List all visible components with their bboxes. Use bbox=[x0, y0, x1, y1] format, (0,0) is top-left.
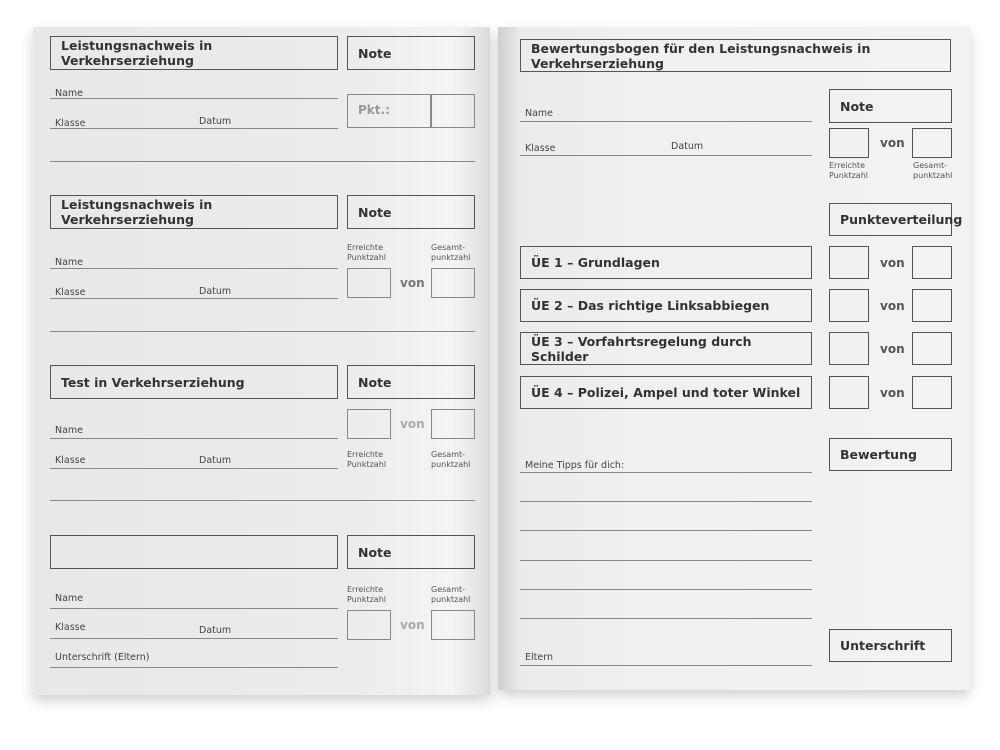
name-label: Name bbox=[55, 425, 84, 436]
divider bbox=[50, 331, 475, 332]
class-date-line[interactable] bbox=[50, 298, 338, 299]
total-points-label: Gesamt- punktzahl bbox=[913, 161, 953, 180]
exercise-row: ÜE 2 – Das richtige Linksabbiegen bbox=[520, 289, 812, 322]
date-label: Datum bbox=[199, 116, 232, 127]
grade-box[interactable]: Note bbox=[829, 89, 952, 123]
divider bbox=[50, 500, 475, 501]
left-page bbox=[33, 27, 490, 695]
exercise-reached-box[interactable] bbox=[829, 376, 869, 409]
grade-box[interactable]: Note bbox=[347, 535, 475, 569]
von-label: von bbox=[880, 299, 905, 313]
class-label: Klasse bbox=[55, 455, 86, 466]
tips-line[interactable] bbox=[520, 589, 812, 590]
name-label: Name bbox=[55, 88, 84, 99]
class-label: Klasse bbox=[525, 143, 556, 154]
von-label: von bbox=[880, 342, 905, 356]
page-title: Bewertungsbogen für den Leistungsnachwei… bbox=[520, 39, 951, 72]
class-date-line[interactable] bbox=[50, 128, 338, 129]
total-points-label: Gesamt- punktzahl bbox=[431, 585, 471, 604]
total-points-box[interactable] bbox=[912, 128, 952, 158]
reached-points-label: Erreichte Punktzahl bbox=[347, 243, 386, 262]
exercise-row: ÜE 4 – Polizei, Ampel und toter Winkel bbox=[520, 376, 812, 409]
points-distribution-heading: Punkteverteilung bbox=[829, 203, 962, 236]
section-title[interactable] bbox=[50, 535, 338, 569]
reached-points-box[interactable] bbox=[347, 409, 391, 439]
reached-points-label: Erreichte Punktzahl bbox=[347, 450, 386, 469]
name-label: Name bbox=[55, 593, 84, 604]
class-label: Klasse bbox=[55, 118, 86, 129]
class-date-line[interactable] bbox=[520, 155, 812, 156]
von-label: von bbox=[880, 386, 905, 400]
reached-points-box[interactable] bbox=[829, 128, 869, 158]
class-label: Klasse bbox=[55, 622, 86, 633]
tips-label: Meine Tipps für dich: bbox=[525, 460, 625, 471]
parents-signature-line[interactable] bbox=[520, 665, 812, 666]
total-points-box[interactable] bbox=[431, 268, 475, 298]
rating-box[interactable]: Bewertung bbox=[829, 438, 952, 471]
section-title: Test in Verkehrserziehung bbox=[50, 365, 338, 399]
exercise-reached-box[interactable] bbox=[829, 332, 869, 365]
von-label: von bbox=[400, 417, 425, 431]
total-points-label: Gesamt- punktzahl bbox=[431, 243, 471, 262]
grade-box[interactable]: Note bbox=[347, 365, 475, 399]
exercise-total-box[interactable] bbox=[912, 289, 952, 322]
signature-line[interactable] bbox=[50, 667, 338, 668]
von-label: von bbox=[880, 136, 905, 150]
tips-line[interactable] bbox=[520, 501, 812, 502]
exercise-total-box[interactable] bbox=[912, 332, 952, 365]
class-date-line[interactable] bbox=[50, 468, 338, 469]
parents-label: Eltern bbox=[525, 652, 553, 663]
reached-points-label: Erreichte Punktzahl bbox=[829, 161, 868, 180]
tips-line[interactable] bbox=[520, 618, 812, 619]
date-label: Datum bbox=[199, 625, 232, 636]
tips-line[interactable] bbox=[520, 560, 812, 561]
section-title: Leistungsnachweis in Verkehrserziehung bbox=[50, 195, 338, 229]
von-label: von bbox=[400, 276, 425, 290]
class-date-line[interactable] bbox=[50, 638, 338, 639]
class-label: Klasse bbox=[55, 287, 86, 298]
section-title: Leistungsnachweis in Verkehrserziehung bbox=[50, 36, 338, 70]
exercise-row: ÜE 3 – Vorfahrtsregelung durch Schilder bbox=[520, 332, 812, 365]
exercise-row: ÜE 1 – Grundlagen bbox=[520, 246, 812, 279]
exercise-reached-box[interactable] bbox=[829, 289, 869, 322]
name-line[interactable] bbox=[50, 98, 338, 99]
points-box[interactable] bbox=[347, 94, 475, 128]
name-line[interactable] bbox=[50, 268, 338, 269]
date-label: Datum bbox=[199, 455, 232, 466]
name-label: Name bbox=[55, 257, 84, 268]
signature-box[interactable]: Unterschrift bbox=[829, 629, 952, 662]
date-label: Datum bbox=[671, 141, 704, 152]
reached-points-box[interactable] bbox=[347, 610, 391, 640]
name-line[interactable] bbox=[520, 121, 812, 122]
date-label: Datum bbox=[199, 286, 232, 297]
total-points-box[interactable] bbox=[431, 409, 475, 439]
grade-box[interactable]: Note bbox=[347, 195, 475, 229]
name-line[interactable] bbox=[50, 608, 338, 609]
tips-line[interactable] bbox=[520, 530, 812, 531]
points-divider bbox=[430, 94, 432, 128]
name-line[interactable] bbox=[50, 438, 338, 439]
points-label: Pkt.: bbox=[358, 103, 390, 117]
von-label: von bbox=[880, 256, 905, 270]
exercise-total-box[interactable] bbox=[912, 246, 952, 279]
total-points-label: Gesamt- punktzahl bbox=[431, 450, 471, 469]
total-points-box[interactable] bbox=[431, 610, 475, 640]
right-page bbox=[498, 27, 970, 690]
reached-points-label: Erreichte Punktzahl bbox=[347, 585, 386, 604]
tips-line[interactable] bbox=[520, 472, 812, 473]
von-label: von bbox=[400, 618, 425, 632]
grade-box[interactable]: Note bbox=[347, 36, 475, 70]
reached-points-box[interactable] bbox=[347, 268, 391, 298]
divider bbox=[50, 161, 475, 162]
signature-label: Unterschrift (Eltern) bbox=[55, 652, 150, 663]
name-label: Name bbox=[525, 108, 554, 119]
exercise-reached-box[interactable] bbox=[829, 246, 869, 279]
exercise-total-box[interactable] bbox=[912, 376, 952, 409]
